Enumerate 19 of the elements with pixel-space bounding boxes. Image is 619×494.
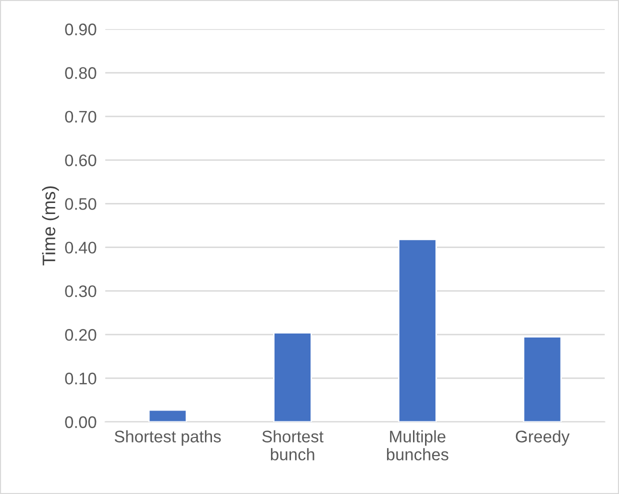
bar [273, 332, 312, 422]
y-tick-label: 0.10 [65, 372, 96, 384]
y-tick-label: 0.60 [65, 154, 96, 166]
y-tick-label: 0.80 [65, 67, 96, 79]
x-tick-label: Multiple bunches [387, 430, 448, 460]
y-axis-title: Time (ms) [42, 186, 59, 266]
y-tick-label: 0.20 [65, 329, 96, 341]
x-tick-label: Shortest paths [114, 430, 221, 446]
y-tick-label: 0.50 [65, 198, 96, 210]
bar [522, 336, 562, 422]
bar [148, 409, 188, 422]
y-tick-label: 0.30 [65, 285, 96, 298]
y-tick-label: 0.90 [65, 24, 96, 36]
bar [398, 238, 437, 422]
y-tick-label: 0.40 [65, 242, 96, 254]
x-tick-label: Shortest bunch [262, 430, 324, 460]
y-tick-label: 0.70 [65, 110, 96, 123]
y-tick-label: 0.00 [65, 416, 96, 428]
x-tick-label: Greedy [516, 430, 570, 446]
